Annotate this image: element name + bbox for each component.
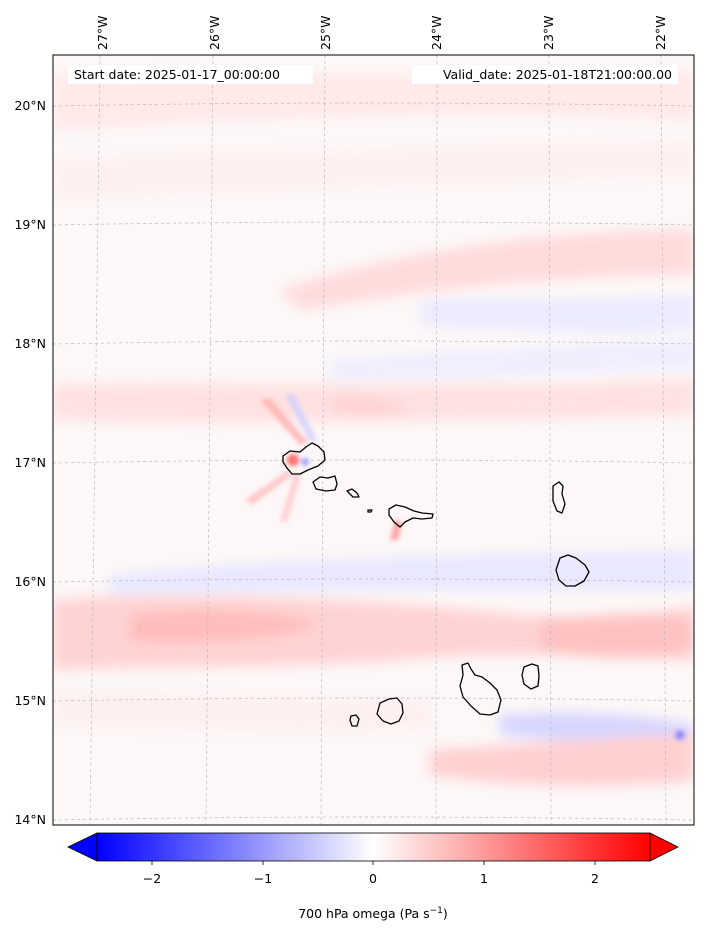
longitude-gridline xyxy=(435,55,438,825)
colorbar-title: 700 hPa omega (Pa s−1) xyxy=(298,906,448,921)
omega-wave-positive xyxy=(280,472,301,522)
latitude-label: 19°N xyxy=(14,217,46,232)
longitude-label: 23°W xyxy=(541,15,556,50)
colorbar-title-close: ) xyxy=(443,906,448,921)
colorbar-extend-right xyxy=(649,832,679,862)
omega-band-positive xyxy=(53,690,430,733)
omega-band-positive xyxy=(53,72,694,130)
latitude-label: 17°N xyxy=(14,455,46,470)
island-branco xyxy=(367,509,373,513)
gridlines xyxy=(53,55,694,825)
colorbar-title-main: 700 hPa omega (Pa s xyxy=(298,906,429,921)
island-santiago xyxy=(459,662,502,716)
latitude-gridline xyxy=(53,459,694,464)
map-frame xyxy=(52,54,695,826)
omega-wave-positive xyxy=(245,470,293,505)
latitude-label: 16°N xyxy=(14,574,46,589)
omega-wave-pattern xyxy=(245,394,685,740)
omega-band-negative xyxy=(110,550,694,595)
valid-date-label: Valid_date: 2025-01-18T21:00:00.00 xyxy=(443,67,672,82)
island-santo-antao xyxy=(282,442,326,475)
latitude-gridline xyxy=(53,697,694,702)
latitude-gridline xyxy=(53,816,694,821)
colorbar-tick-label: 1 xyxy=(480,871,488,886)
latitude-gridline xyxy=(53,102,694,107)
longitude-gridline xyxy=(660,55,667,825)
colorbar-extend-left xyxy=(67,832,98,862)
omega-band-positive xyxy=(130,609,320,642)
map-panel: Start date: 2025-01-17_00:00:00 Valid_da… xyxy=(52,54,695,826)
longitude-label: 22°W xyxy=(653,15,668,50)
longitude-gridline xyxy=(205,55,214,825)
island-boa-vista xyxy=(555,554,590,587)
omega-band-positive xyxy=(280,230,694,310)
omega-band-positive xyxy=(330,398,410,414)
omega-wave-negative xyxy=(285,394,317,442)
start-date-label: Start date: 2025-01-17_00:00:00 xyxy=(74,67,280,82)
colorbar-tick-label: −2 xyxy=(143,871,161,886)
island-sal xyxy=(552,481,566,514)
longitude-label: 25°W xyxy=(318,15,333,50)
latitude-gridline xyxy=(53,340,694,345)
island-fogo xyxy=(376,697,404,725)
omega-wave-positive xyxy=(390,520,402,540)
latitude-label: 20°N xyxy=(14,98,46,113)
island-sao-nicolau xyxy=(388,504,434,528)
latitude-label: 15°N xyxy=(14,693,46,708)
colorbar-ticks xyxy=(151,861,596,865)
island-brava xyxy=(349,714,360,727)
longitude-labels: 27°W 26°W 25°W 24°W 23°W 22°W xyxy=(95,15,668,50)
omega-field xyxy=(53,72,694,786)
start-date-box xyxy=(68,65,313,84)
colorbar-tick-labels: −2 −1 0 1 2 xyxy=(143,871,599,886)
longitude-gridline xyxy=(89,55,101,825)
latitude-label: 14°N xyxy=(14,812,46,827)
longitude-label: 26°W xyxy=(207,15,222,50)
colorbar: −2 −1 0 1 2 700 hPa omega (Pa s−1) xyxy=(67,832,679,921)
longitude-gridline xyxy=(320,55,326,825)
colorbar-tick-label: 2 xyxy=(591,871,599,886)
omega-band-positive xyxy=(53,140,694,200)
omega-band-positive xyxy=(540,614,694,658)
colorbar-tick-label: 0 xyxy=(369,871,377,886)
island-sao-vicente xyxy=(312,475,338,492)
omega-wave-negative xyxy=(675,730,685,740)
latitude-gridline xyxy=(53,221,694,226)
omega-wave-negative xyxy=(301,458,309,466)
island-maio xyxy=(521,663,540,690)
omega-band-negative xyxy=(420,295,694,333)
omega-band-negative xyxy=(330,340,694,380)
latitude-gridline xyxy=(53,578,694,583)
longitude-label: 27°W xyxy=(95,15,110,50)
longitude-label: 24°W xyxy=(429,15,444,50)
coastlines xyxy=(282,442,590,727)
colorbar-tick-label: −1 xyxy=(254,871,272,886)
island-santa-luzia xyxy=(346,488,360,498)
latitude-label: 18°N xyxy=(14,336,46,351)
latitude-labels: 20°N 19°N 18°N 17°N 16°N 15°N 14°N xyxy=(14,98,46,827)
omega-band-positive xyxy=(430,735,694,786)
longitude-gridline xyxy=(548,55,552,825)
omega-wave-positive xyxy=(260,398,308,445)
colorbar-title-superscript: −1 xyxy=(430,906,443,916)
colorbar-body xyxy=(96,832,651,862)
valid-date-box xyxy=(412,65,678,84)
